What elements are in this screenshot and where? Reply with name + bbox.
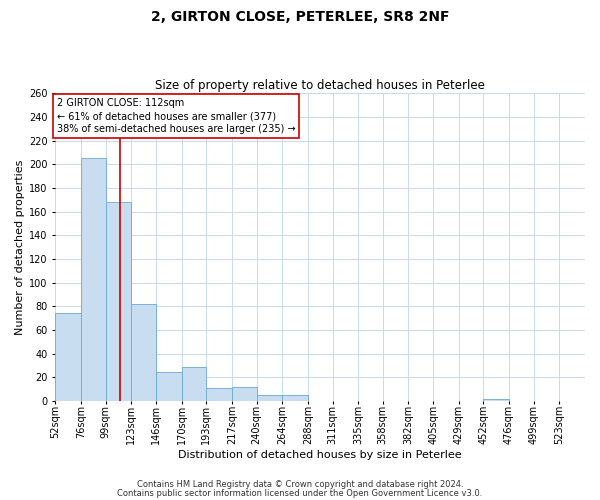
Text: Contains HM Land Registry data © Crown copyright and database right 2024.: Contains HM Land Registry data © Crown c…: [137, 480, 463, 489]
Bar: [257, 395, 282, 401]
Bar: [156, 372, 182, 401]
Bar: [131, 304, 156, 401]
Bar: [106, 202, 131, 401]
Bar: [81, 158, 106, 401]
Bar: [182, 366, 206, 401]
Bar: [55, 314, 81, 401]
Title: Size of property relative to detached houses in Peterlee: Size of property relative to detached ho…: [155, 79, 485, 92]
Bar: [232, 386, 257, 401]
Text: 2 GIRTON CLOSE: 112sqm
← 61% of detached houses are smaller (377)
38% of semi-de: 2 GIRTON CLOSE: 112sqm ← 61% of detached…: [56, 98, 295, 134]
Y-axis label: Number of detached properties: Number of detached properties: [15, 160, 25, 334]
Bar: [206, 388, 232, 401]
Bar: [484, 398, 509, 401]
Text: Contains public sector information licensed under the Open Government Licence v3: Contains public sector information licen…: [118, 489, 482, 498]
Text: 2, GIRTON CLOSE, PETERLEE, SR8 2NF: 2, GIRTON CLOSE, PETERLEE, SR8 2NF: [151, 10, 449, 24]
X-axis label: Distribution of detached houses by size in Peterlee: Distribution of detached houses by size …: [178, 450, 462, 460]
Bar: [282, 395, 308, 401]
